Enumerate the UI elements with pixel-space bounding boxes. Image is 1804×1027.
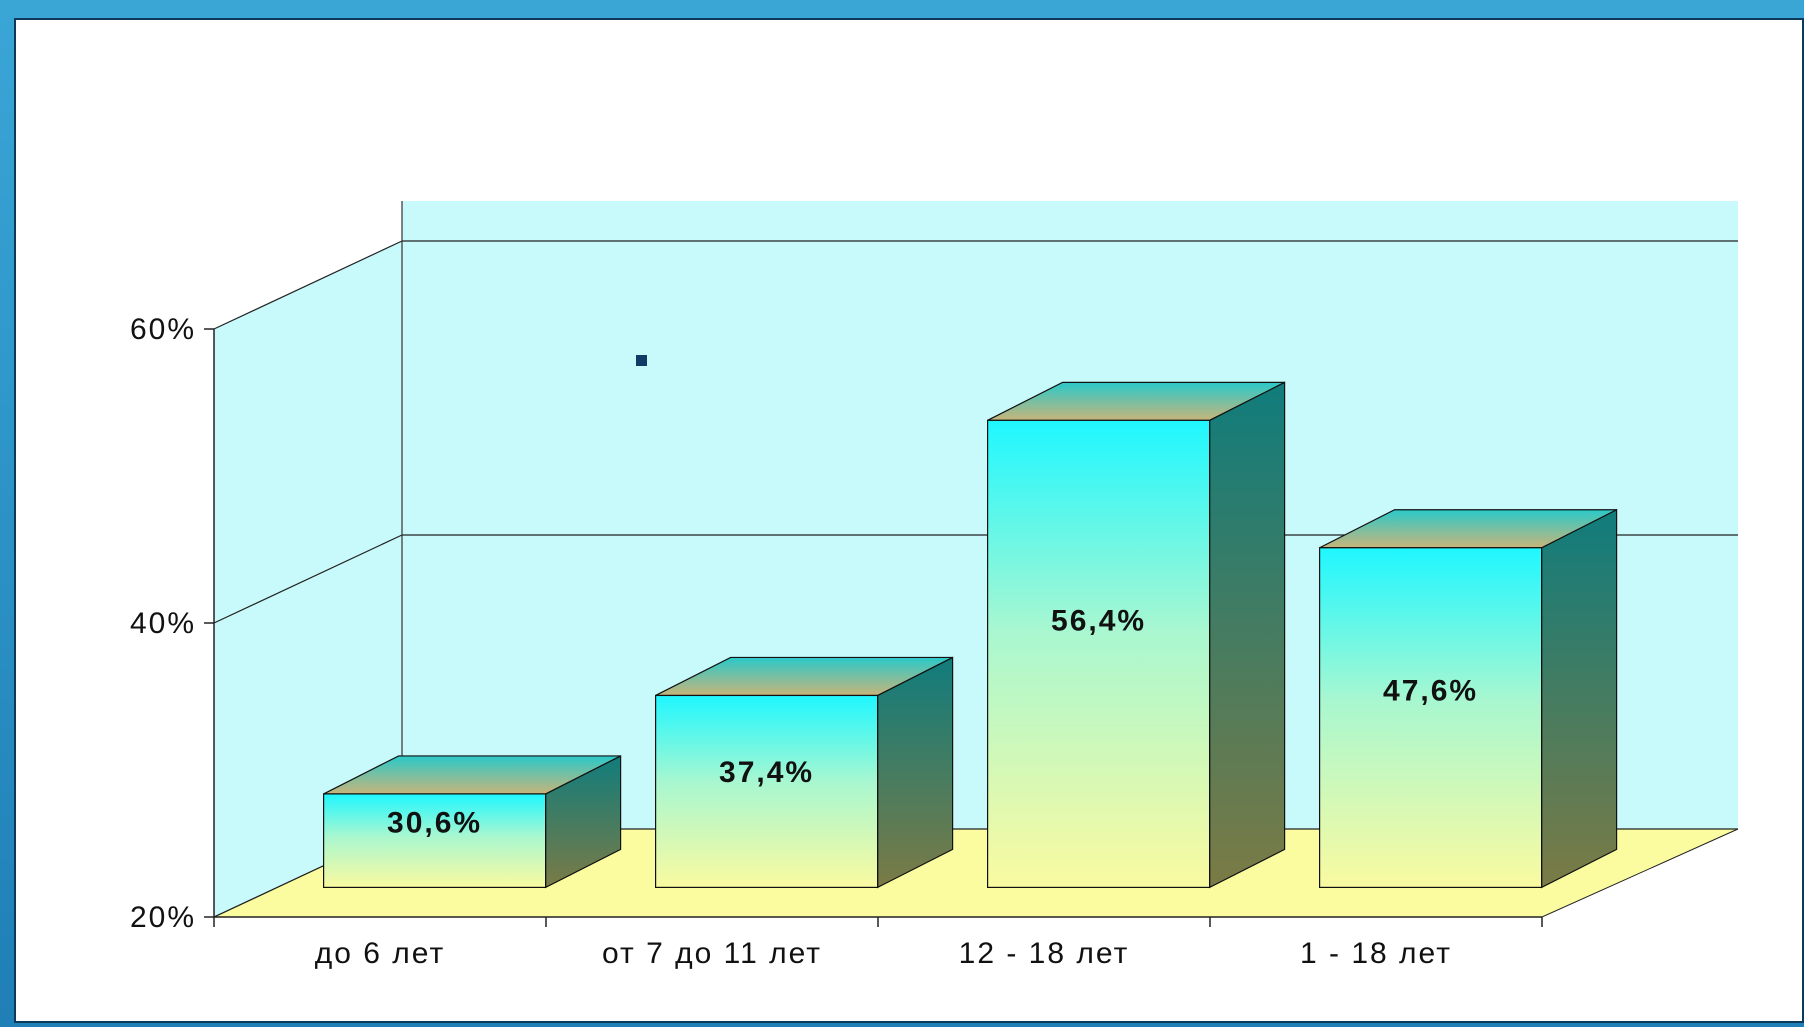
data-label: 47,6%: [1383, 675, 1478, 708]
bar-front: [1318, 547, 1543, 888]
bar-chart: 20% 40% 60% 30,6% 37,4% 56,4% 47,6% до 6 лет от …: [130, 201, 1739, 970]
y-tick-label: 60%: [130, 313, 196, 346]
data-label: 56,4%: [1051, 605, 1146, 638]
bar-front: [323, 793, 547, 888]
bar-side: [1208, 381, 1286, 889]
x-tick-label: 1 - 18 лет: [1300, 937, 1452, 970]
bar-3: 56,4%: [986, 381, 1286, 889]
bar-front: [986, 419, 1211, 888]
data-label: 37,4%: [719, 756, 814, 789]
slide-canvas: 20% 40% 60% 30,6% 37,4% 56,4% 47,6% до 6 лет от …: [14, 18, 1804, 1023]
x-tick-label: от 7 до 11 лет: [602, 937, 822, 970]
bar-front: [654, 694, 879, 889]
marker-square: [636, 355, 647, 366]
data-label: 30,6%: [387, 806, 482, 839]
x-tick-label: 12 - 18 лет: [959, 937, 1130, 970]
y-tick-label: 40%: [130, 607, 196, 640]
y-tick-label: 20%: [130, 901, 196, 934]
gridline-diagonal: [213, 240, 403, 330]
x-tick-label: до 6 лет: [315, 937, 445, 970]
bar-side: [876, 656, 954, 889]
bar-4: 47,6%: [1318, 508, 1618, 889]
gridline-diagonal: [213, 534, 403, 624]
bar-2: 37,4%: [654, 656, 954, 889]
bar-side: [1540, 508, 1618, 889]
bar-1: 30,6%: [323, 754, 622, 889]
